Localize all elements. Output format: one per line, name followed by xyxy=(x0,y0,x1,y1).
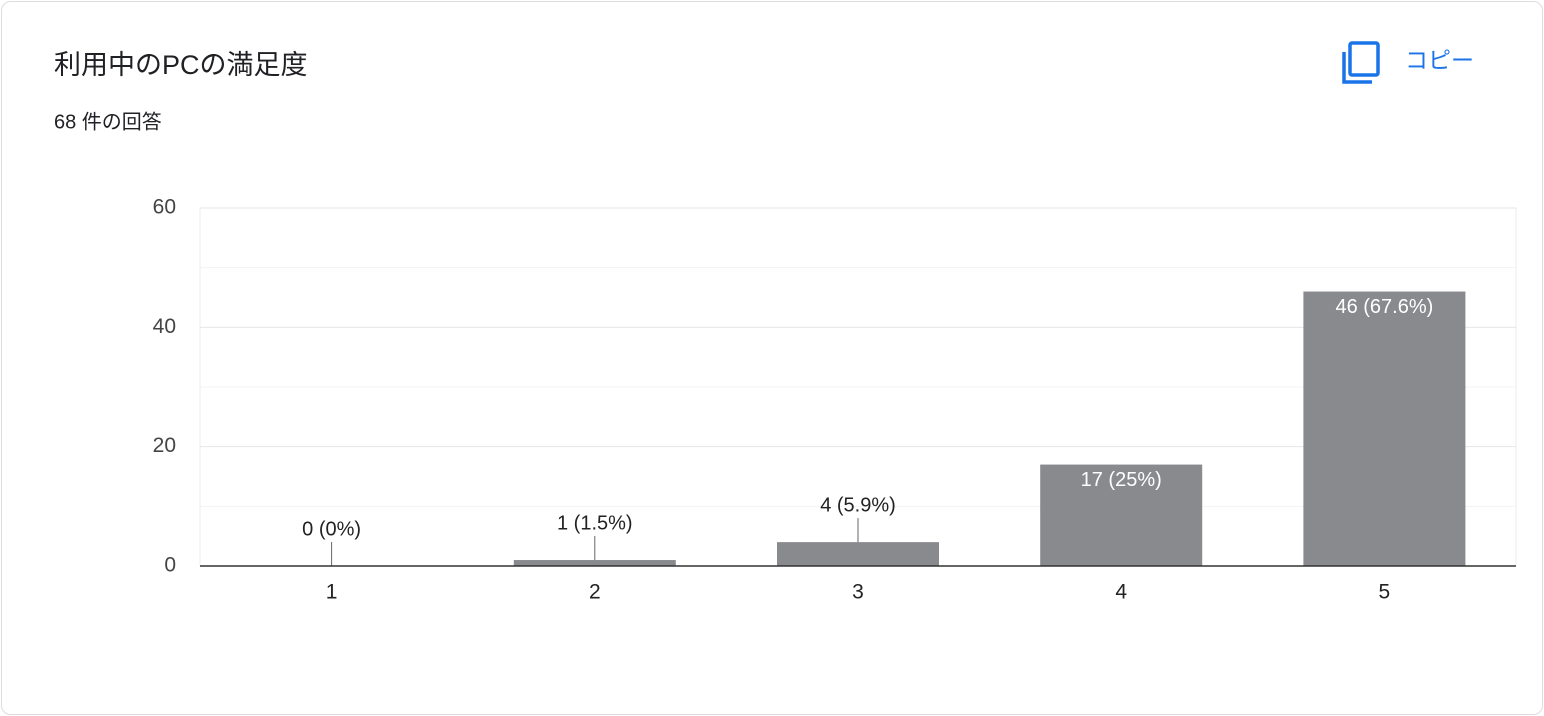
value-label: 46 (67.6%) xyxy=(1335,296,1433,318)
x-tick-label: 2 xyxy=(589,581,601,604)
bar xyxy=(777,542,939,566)
y-tick-label: 40 xyxy=(153,315,176,338)
x-tick-label: 4 xyxy=(1115,581,1127,604)
bar xyxy=(1303,291,1466,566)
x-tick-label: 1 xyxy=(326,581,338,604)
y-tick-label: 20 xyxy=(153,434,176,457)
x-tick-label: 5 xyxy=(1379,581,1391,604)
copy-label[interactable]: コピー xyxy=(1405,47,1474,73)
bar xyxy=(513,560,676,566)
y-tick-label: 0 xyxy=(164,554,176,577)
value-label: 0 (0%) xyxy=(302,518,361,540)
chart-subtitle: 68 件の回答 xyxy=(54,110,162,133)
copy-button[interactable]: コピー xyxy=(1342,41,1474,84)
value-label: 17 (25%) xyxy=(1081,469,1162,491)
value-label: 4 (5.9%) xyxy=(820,494,896,516)
x-tick-label: 3 xyxy=(852,581,864,604)
value-label: 1 (1.5%) xyxy=(557,512,633,534)
y-tick-label: 60 xyxy=(153,196,176,219)
copy-icon xyxy=(1342,41,1380,84)
bar xyxy=(1040,464,1203,566)
chart-title: 利用中のPCの満足度 xyxy=(54,50,308,80)
